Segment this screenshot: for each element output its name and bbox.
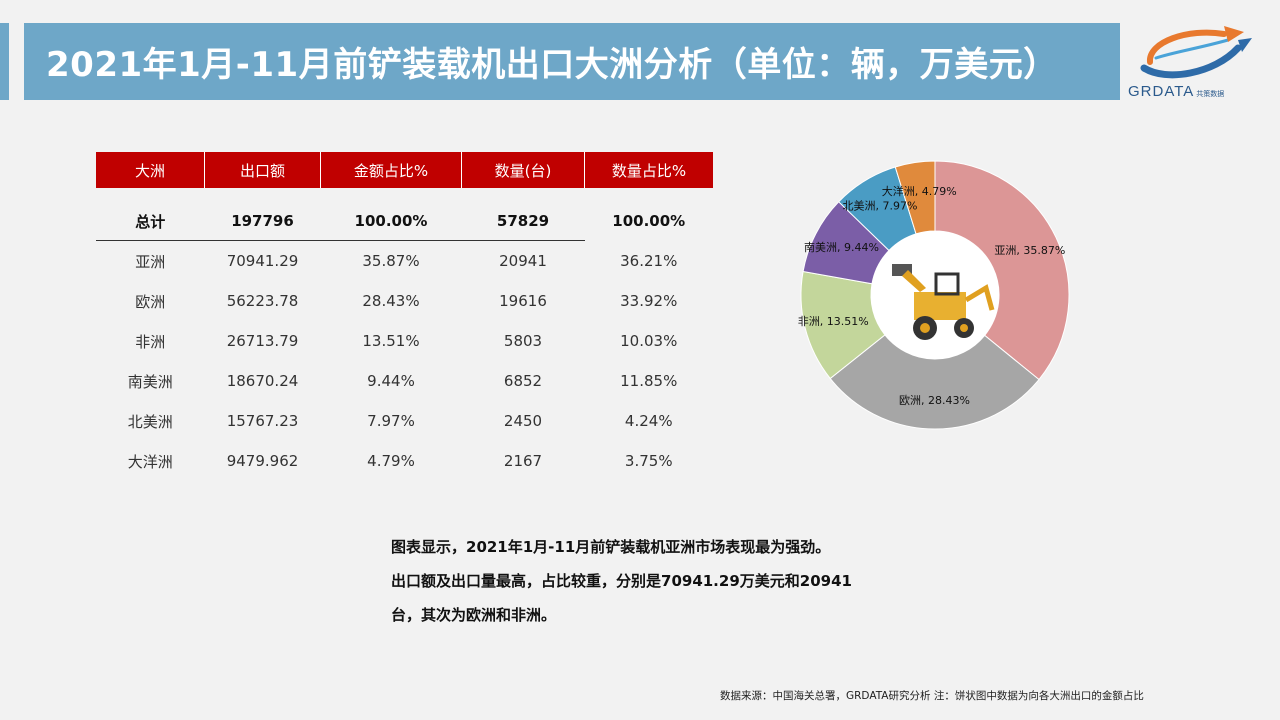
table-cell: 20941	[499, 252, 547, 270]
donut-label-4: 北美洲, 7.97%	[843, 200, 918, 213]
table-cell: 56223.78	[226, 292, 299, 310]
table-cell: 非洲	[135, 332, 166, 351]
col-header-value-share: 金额占比%	[320, 152, 462, 188]
summary-line: 图表显示，2021年1月-11月前铲装载机亚洲市场表现最为强劲。	[391, 538, 831, 556]
logo-subtext: 共策数据	[1196, 91, 1225, 98]
table-cell: 4.79%	[367, 452, 415, 470]
table-cell: 18670.24	[226, 372, 299, 390]
table-cell: 100.00%	[320, 202, 462, 241]
table-cell: 总计	[96, 202, 205, 241]
table-cell: 9.44%	[367, 372, 415, 390]
title-bar: 2021年1月-11月前铲装载机出口大洲分析（单位：辆，万美元）	[24, 23, 1120, 100]
table-cell: 6852	[503, 372, 543, 390]
col-header-value: 出口额	[204, 152, 321, 188]
table-row: 南美洲 18670.24 9.44% 6852 11.85%	[96, 361, 713, 401]
table-cell: 9479.962	[226, 452, 299, 470]
table-cell: 南美洲	[127, 372, 173, 391]
donut-chart-svg: 亚洲, 35.87% 欧洲, 28.43% 非洲, 13.51% 南美洲, 9.44%…	[798, 160, 1070, 430]
donut-label-5: 大洋洲, 4.79%	[882, 184, 957, 198]
table-cell: 33.92%	[620, 292, 678, 310]
grdata-logo	[1128, 18, 1258, 102]
table-header-row: 大洲 出口额 金额占比% 数量(台) 数量占比%	[96, 152, 713, 188]
donut-label-2: 非洲, 13.51%	[798, 315, 869, 328]
table-row: 欧洲 56223.78 28.43% 19616 33.92%	[96, 281, 713, 321]
page-title: 2021年1月-11月前铲装载机出口大洲分析（单位：辆，万美元）	[46, 45, 1058, 85]
source-note: 数据来源：中国海关总署，GRDATA研究分析 注：饼状图中数据为向各大洲出口的金…	[720, 690, 1144, 702]
table-cell: 35.87%	[362, 252, 420, 270]
col-header-quantity: 数量(台)	[461, 152, 585, 188]
table-cell: 11.85%	[620, 372, 678, 390]
table-row: 非洲 26713.79 13.51% 5803 10.03%	[96, 321, 713, 361]
donut-label-1: 欧洲, 28.43%	[899, 394, 970, 407]
table-row: 亚洲 70941.29 35.87% 20941 36.21%	[96, 241, 713, 282]
table-cell: 北美洲	[127, 412, 173, 431]
summary-line: 台，其次为欧洲和非洲。	[391, 606, 557, 624]
table-cell: 26713.79	[226, 332, 299, 350]
table-cell: 70941.29	[226, 252, 299, 270]
table-cell: 7.97%	[367, 412, 415, 430]
donut-label-3: 南美洲, 9.44%	[804, 241, 879, 254]
table-cell: 2167	[503, 452, 543, 470]
table-cell: 28.43%	[362, 292, 420, 310]
table-cell: 13.51%	[362, 332, 420, 350]
donut-chart: 亚洲, 35.87% 欧洲, 28.43% 非洲, 13.51% 南美洲, 9.44%…	[780, 160, 1100, 480]
table-cell: 大洋洲	[127, 452, 173, 471]
table-cell: 36.21%	[620, 251, 678, 270]
table-cell: 4.24%	[624, 412, 673, 430]
table-cell: 3.75%	[624, 452, 673, 470]
col-header-quantity-share: 数量占比%	[584, 152, 713, 188]
table-cell: 15767.23	[226, 412, 299, 430]
logo-wordmark: GRDATA 共策数据	[1128, 83, 1224, 100]
table-cell: 19616	[499, 292, 547, 310]
backhoe-loader-icon	[871, 231, 999, 359]
table-row: 北美洲 15767.23 7.97% 2450 4.24%	[96, 401, 713, 441]
table-cell: 197796	[204, 202, 321, 241]
table-cell: 欧洲	[135, 292, 166, 311]
table-cell: 57829	[461, 202, 585, 241]
table-cell: 亚洲	[135, 252, 166, 271]
table-cell: 2450	[503, 412, 543, 430]
continent-table: 大洲 出口额 金额占比% 数量(台) 数量占比% 总计 197796 100.0…	[96, 152, 713, 481]
donut-label-0: 亚洲, 35.87%	[994, 244, 1065, 257]
table-cell: 10.03%	[620, 332, 678, 350]
left-accent-bar	[0, 23, 9, 100]
logo-text: GRDATA	[1128, 83, 1195, 100]
donut-slice-0	[934, 160, 1070, 381]
col-header-continent: 大洲	[96, 152, 205, 188]
summary-line: 出口额及出口量最高，占比较重，分别是70941.29万美元和20941	[391, 572, 852, 590]
summary-text: 图表显示，2021年1月-11月前铲装载机亚洲市场表现最为强劲。 出口额及出口量…	[391, 530, 911, 632]
table-row-total: 总计 197796 100.00% 57829 100.00%	[96, 202, 713, 241]
table-cell: 100.00%	[612, 212, 686, 231]
table-row: 大洋洲 9479.962 4.79% 2167 3.75%	[96, 441, 713, 481]
table-cell: 5803	[503, 332, 543, 350]
